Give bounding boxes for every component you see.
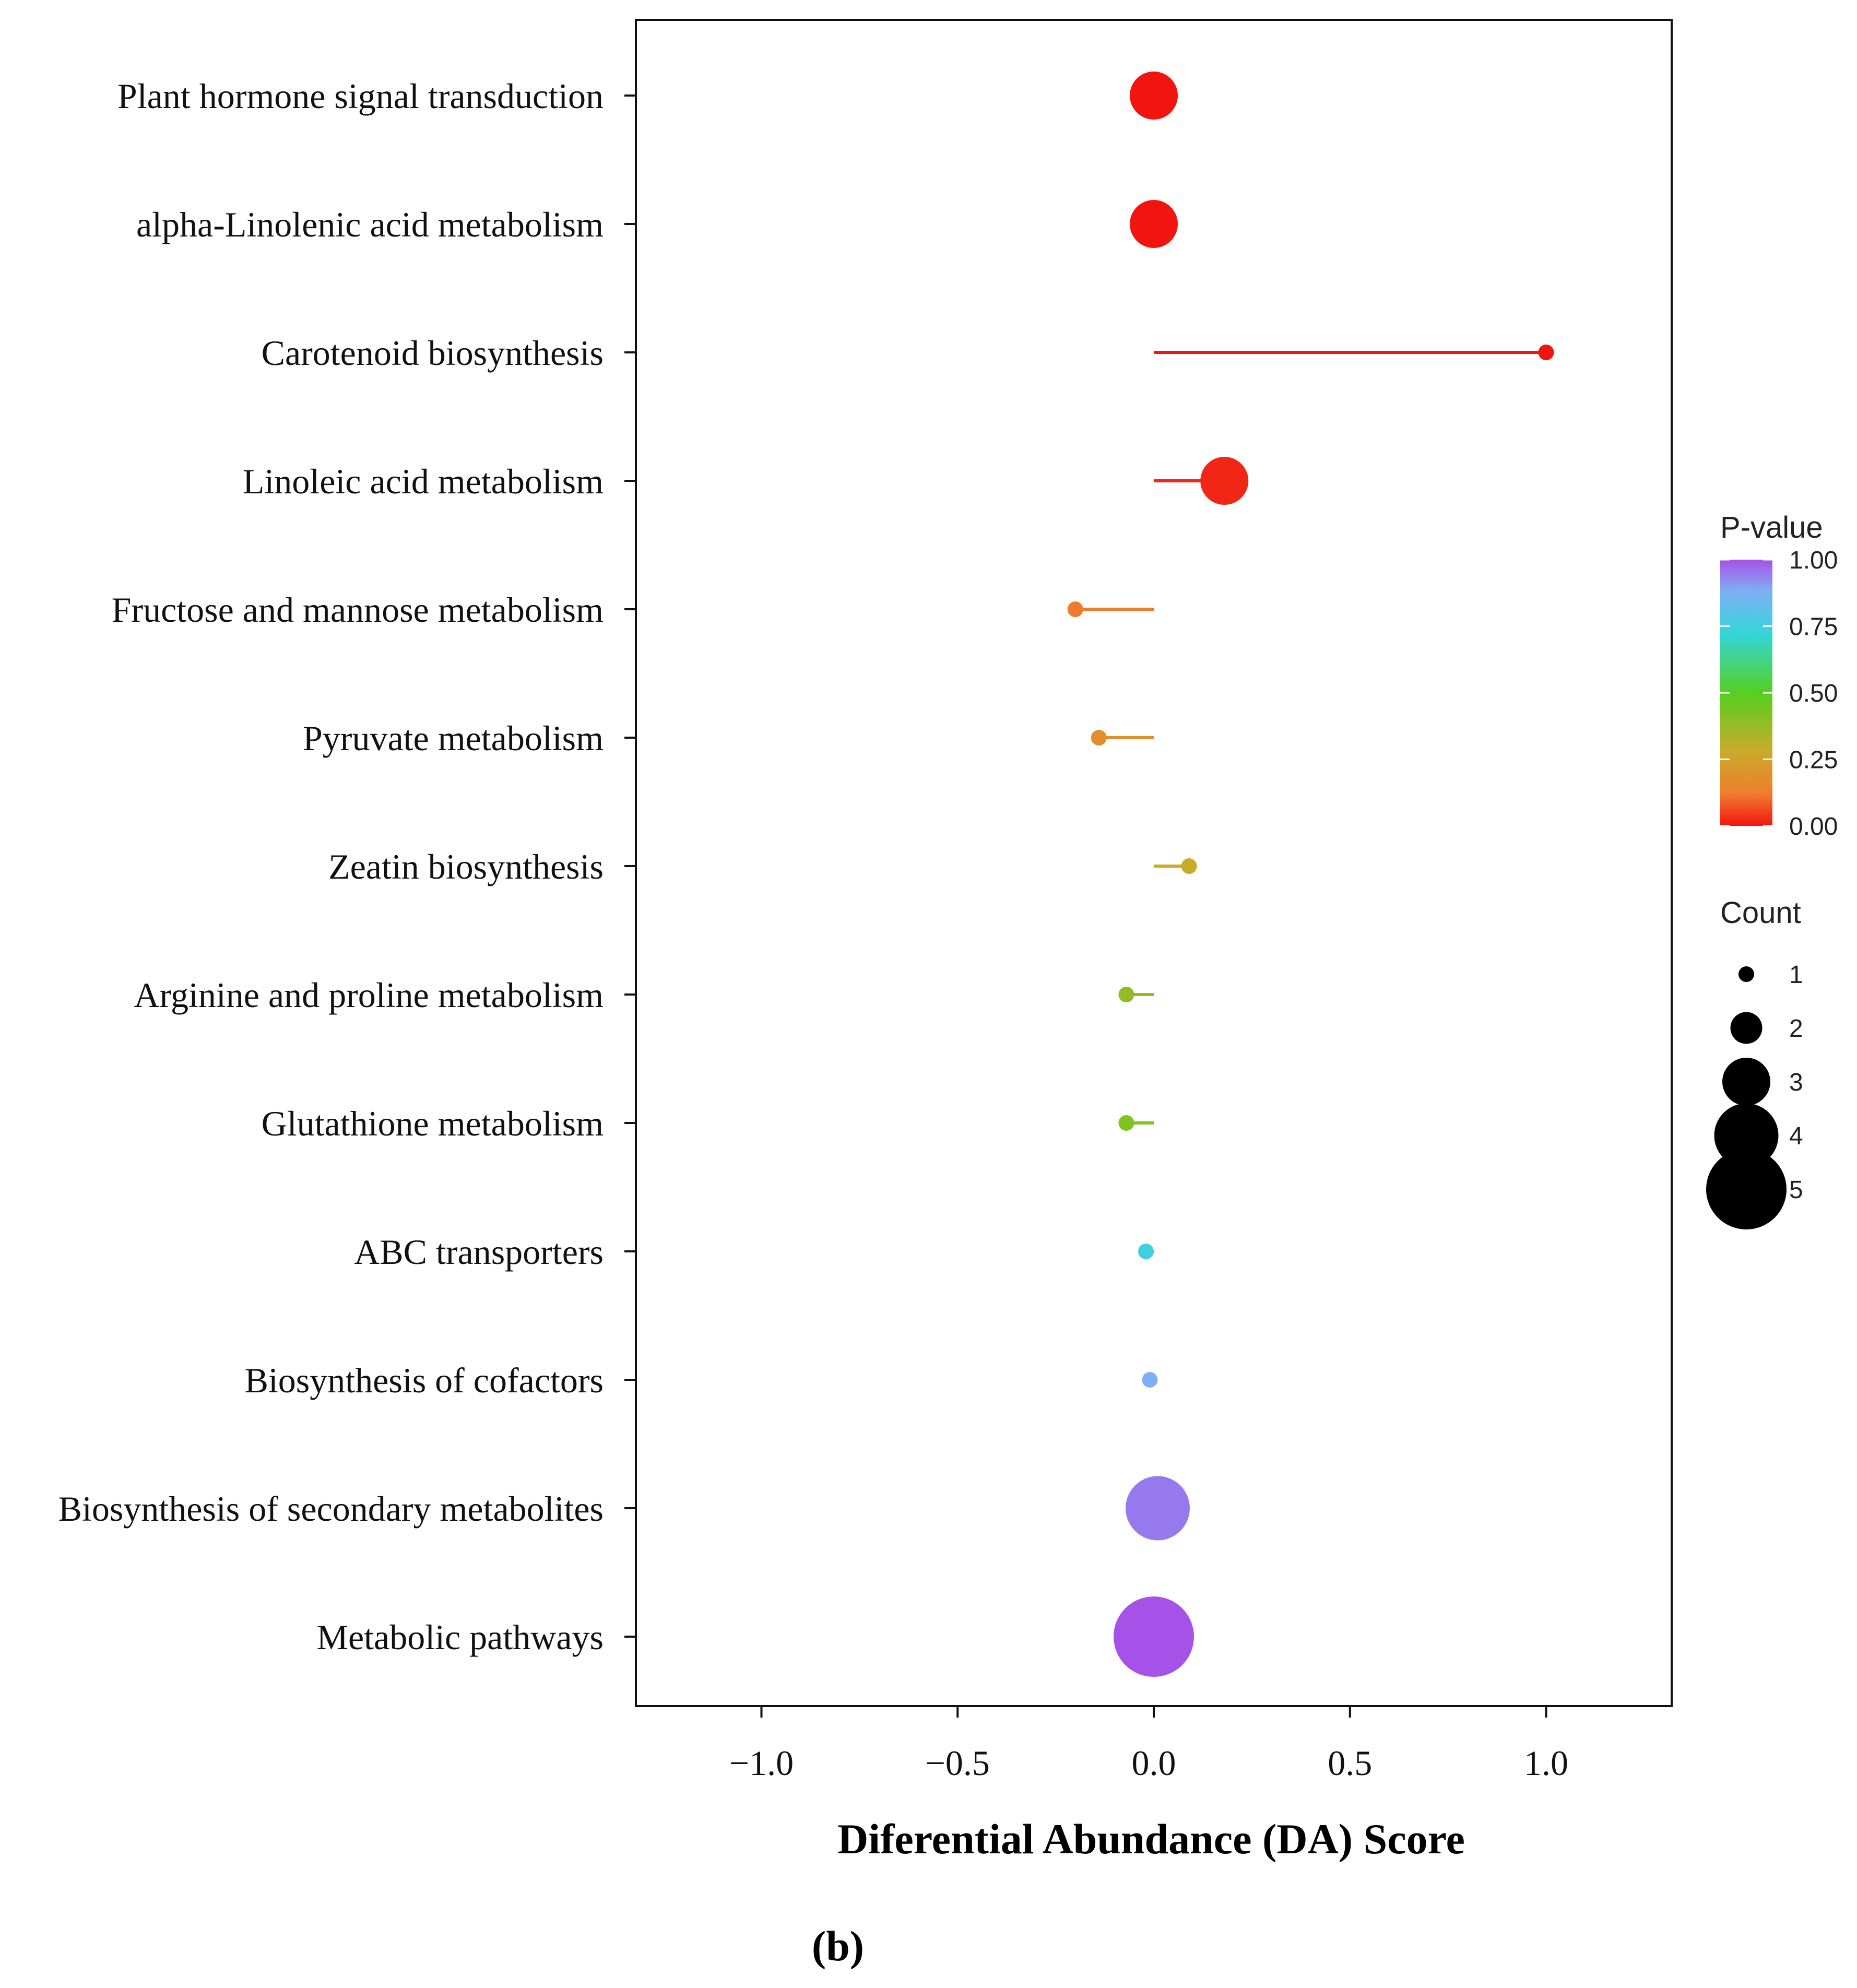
x-tick-label: −1.0 xyxy=(729,1743,794,1783)
pvalue-tick-label: 0.25 xyxy=(1789,747,1838,774)
pvalue-legend-title: P-value xyxy=(1720,511,1823,545)
y-tick-label: Biosynthesis of secondary metabolites xyxy=(58,1489,604,1529)
lollipop-point xyxy=(1114,1596,1194,1677)
y-tick-label: Plant hormone signal transduction xyxy=(117,76,604,116)
lollipop-point xyxy=(1126,1476,1190,1541)
panel-label: (b) xyxy=(812,1922,864,1970)
count-legend-dot xyxy=(1738,966,1754,982)
lollipop-marks xyxy=(1067,72,1554,1677)
pvalue-tick-label: 0.50 xyxy=(1789,680,1838,707)
y-tick-label: alpha-Linolenic acid metabolism xyxy=(136,205,604,244)
x-tick-label: 1.0 xyxy=(1524,1743,1568,1783)
pvalue-tick-label: 0.75 xyxy=(1789,613,1838,641)
lollipop-point xyxy=(1118,1115,1134,1131)
x-axis: −1.0 −0.5 0.0 0.5 1.0 xyxy=(729,1706,1568,1783)
lollipop-point xyxy=(1130,72,1178,120)
y-tick-label: Carotenoid biosynthesis xyxy=(262,333,604,373)
count-legend-label: 1 xyxy=(1789,961,1803,989)
count-legend-label: 5 xyxy=(1789,1176,1803,1204)
lollipop-point xyxy=(1067,601,1083,617)
count-legend-label: 4 xyxy=(1789,1122,1803,1150)
x-tick-label: 0.5 xyxy=(1328,1743,1372,1783)
count-legend-dot xyxy=(1706,1149,1787,1229)
x-tick-label: 0.0 xyxy=(1132,1743,1176,1783)
y-tick-label: ABC transporters xyxy=(354,1232,604,1272)
pvalue-tick-label: 0.00 xyxy=(1789,813,1838,841)
y-tick-label: Pyruvate metabolism xyxy=(303,718,604,758)
pvalue-legend: P-value 1.00 0.75 0.50 0.25 0.00 xyxy=(1720,511,1838,841)
y-tick-label: Glutathione metabolism xyxy=(262,1104,604,1143)
count-legend-label: 3 xyxy=(1789,1069,1803,1096)
x-axis-title: Diferential Abundance (DA) Score xyxy=(837,1815,1465,1863)
plot-panel-border xyxy=(635,19,1673,1707)
y-tick-label: Biosynthesis of cofactors xyxy=(245,1360,604,1400)
lollipop-point xyxy=(1091,730,1107,746)
y-tick-label: Fructose and mannose metabolism xyxy=(112,590,604,630)
lollipop-point xyxy=(1130,200,1178,248)
lollipop-point xyxy=(1538,345,1554,360)
y-axis-category-labels: Plant hormone signal transduction alpha-L… xyxy=(58,76,636,1657)
count-legend-dot xyxy=(1730,1012,1763,1044)
lollipop-point xyxy=(1138,1244,1154,1259)
pvalue-tick-label: 1.00 xyxy=(1789,547,1838,574)
y-tick-label: Metabolic pathways xyxy=(316,1617,604,1657)
count-legend-label: 2 xyxy=(1789,1015,1803,1043)
lollipop-point xyxy=(1181,858,1197,874)
y-tick-label: Linoleic acid metabolism xyxy=(243,462,604,501)
lollipop-point xyxy=(1200,457,1249,505)
count-legend-dot xyxy=(1714,1103,1779,1168)
x-tick-label: −0.5 xyxy=(926,1743,990,1783)
y-tick-label: Arginine and proline metabolism xyxy=(134,975,604,1015)
count-legend: Count 1 2 3 4 5 xyxy=(1706,896,1803,1229)
plot-panel xyxy=(635,19,1673,1707)
count-legend-title: Count xyxy=(1720,896,1801,930)
lollipop-point xyxy=(1142,1372,1158,1388)
lollipop-point xyxy=(1118,987,1134,1002)
count-legend-dot xyxy=(1722,1058,1770,1106)
y-tick-label: Zeatin biosynthesis xyxy=(328,847,604,886)
